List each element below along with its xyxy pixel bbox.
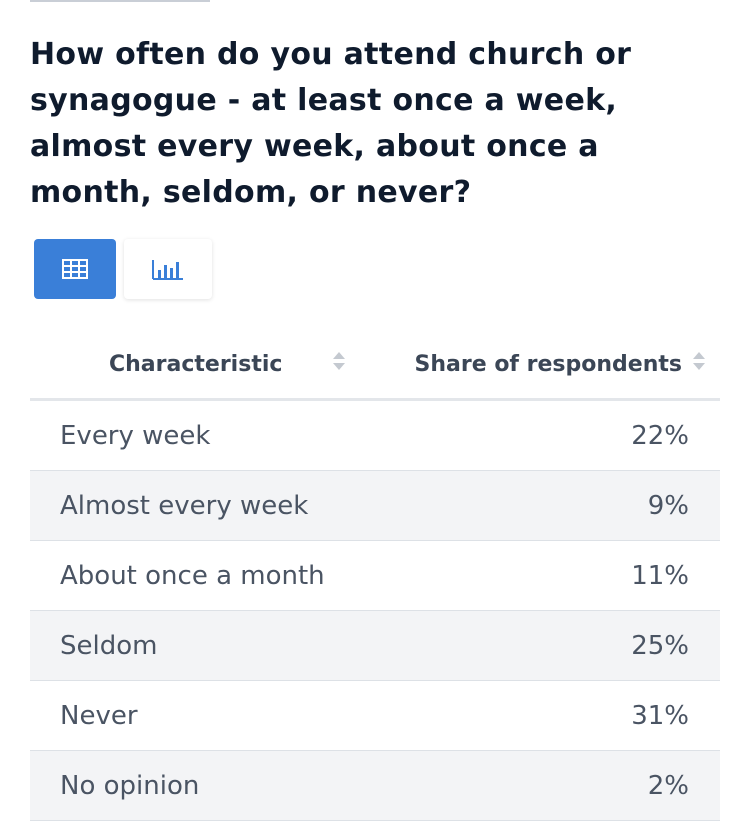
row-label: About once a month [30, 540, 380, 611]
row-value: 9% [380, 470, 720, 541]
column-header-label: Share of respondents [414, 351, 682, 377]
row-label: Every week [30, 399, 380, 471]
row-value: 22% [380, 399, 720, 471]
row-label: Almost every week [30, 470, 380, 541]
table-view-button[interactable] [34, 239, 116, 299]
sort-icon[interactable] [332, 350, 346, 378]
table-row: About once a month 11% [30, 540, 720, 611]
table-row: Seldom 25% [30, 610, 720, 681]
table-header-row: Characteristic Share of respondents [30, 330, 720, 401]
top-divider [30, 0, 210, 2]
column-header-label: Characteristic [109, 351, 283, 377]
row-label: Seldom [30, 610, 380, 681]
sort-icon[interactable] [692, 350, 706, 378]
column-header-share[interactable]: Share of respondents [380, 330, 720, 401]
bar-chart-icon [152, 258, 184, 280]
page-title: How often do you attend church or synago… [30, 37, 632, 210]
chart-view-button[interactable] [124, 239, 212, 299]
table-icon [62, 259, 88, 279]
table-row: No opinion 2% [30, 750, 720, 821]
table-row: Every week 22% [30, 399, 720, 471]
row-label: No opinion [30, 750, 380, 821]
row-value: 31% [380, 680, 720, 751]
table-row: Never 31% [30, 680, 720, 751]
row-value: 11% [380, 540, 720, 611]
column-header-characteristic[interactable]: Characteristic [30, 330, 380, 401]
row-value: 2% [380, 750, 720, 821]
table-row: Almost every week 9% [30, 470, 720, 541]
row-value: 25% [380, 610, 720, 681]
row-label: Never [30, 680, 380, 751]
data-table: Characteristic Share of respondents [30, 330, 720, 821]
view-toggle [34, 239, 212, 299]
